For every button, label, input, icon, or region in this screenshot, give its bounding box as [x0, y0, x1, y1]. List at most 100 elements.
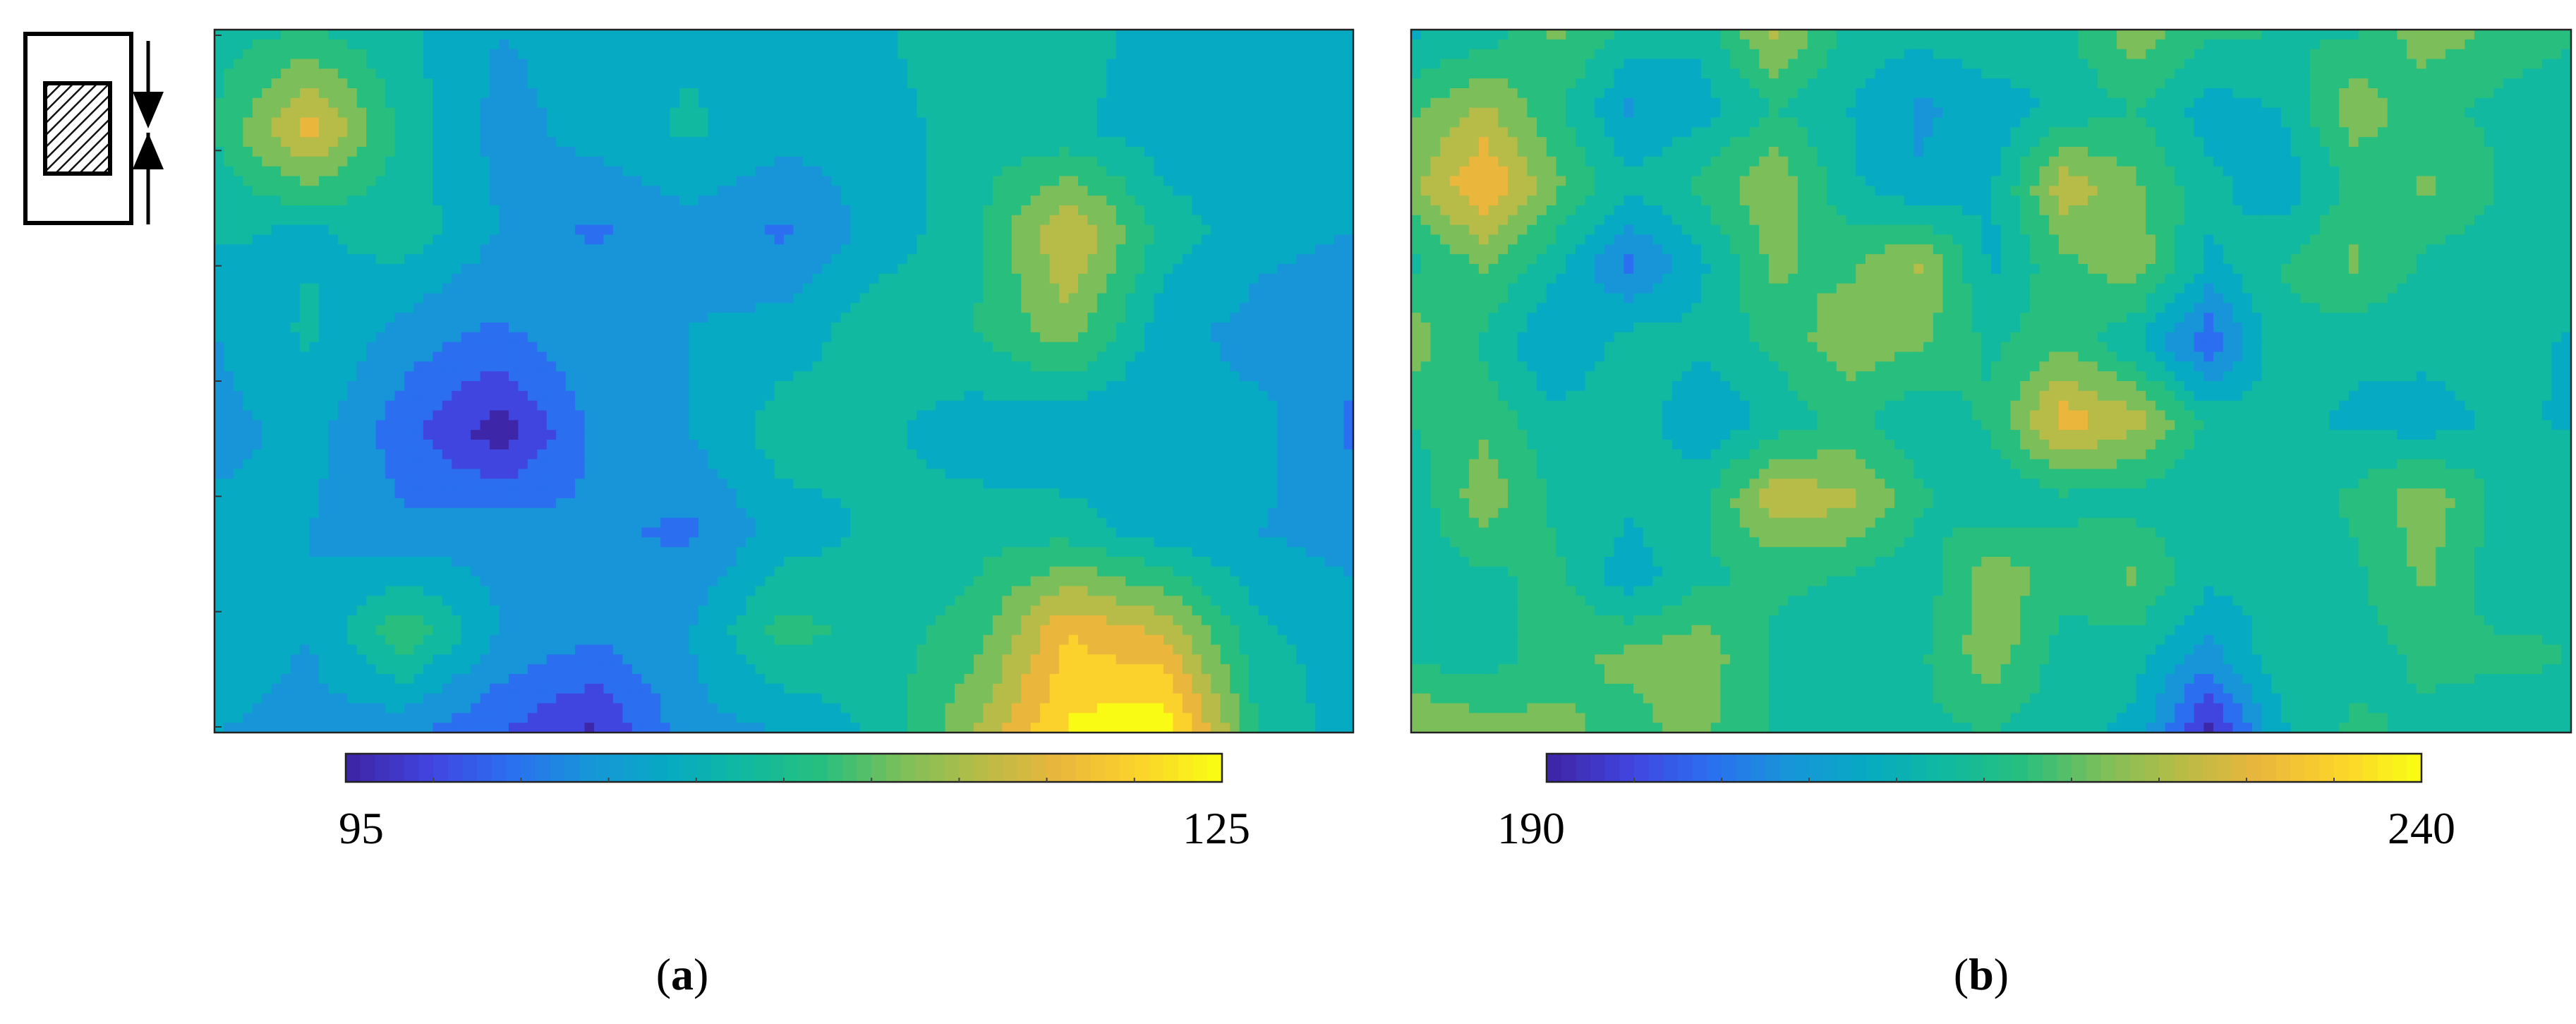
contour-cell [575, 137, 586, 147]
contour-cell [1211, 420, 1221, 430]
contour-cell [1286, 166, 1297, 177]
contour-cell [375, 215, 386, 226]
contour-cell [812, 88, 823, 99]
contour-cell [821, 332, 832, 343]
contour-cell [670, 127, 680, 138]
contour-cell [1125, 224, 1136, 236]
contour-cell [1239, 313, 1250, 323]
contour-cell [955, 107, 965, 119]
contour-cell [926, 313, 936, 323]
contour-cell [1163, 342, 1174, 353]
contour-cell [1135, 313, 1145, 323]
contour-cell [594, 371, 605, 382]
contour-cell [490, 351, 500, 362]
contour-cell [727, 283, 737, 294]
contour-cell [736, 59, 746, 69]
contour-cell [1154, 390, 1164, 402]
contour-cell [802, 244, 813, 255]
contour-cell [765, 117, 775, 128]
contour-cell [888, 264, 898, 275]
contour-cell [584, 283, 595, 294]
contour-cell [271, 234, 282, 245]
contour-cell [888, 186, 898, 196]
contour-cell [433, 166, 443, 177]
contour-cell [708, 303, 718, 313]
contour-cell [1011, 323, 1022, 333]
contour-cell [926, 342, 936, 353]
contour-cell [622, 147, 633, 157]
contour-cell [556, 205, 567, 216]
contour-cell [1201, 234, 1211, 245]
contour-cell [413, 205, 424, 216]
contour-cell [727, 254, 737, 265]
contour-cell [394, 430, 405, 440]
contour-cell [404, 127, 415, 138]
contour-cell [1211, 137, 1221, 147]
contour-cell [660, 234, 671, 245]
contour-cell [243, 371, 253, 382]
contour-cell [1220, 137, 1230, 147]
contour-cell [243, 147, 253, 157]
contour-cell [765, 303, 775, 313]
contour-cell [1087, 39, 1098, 50]
contour-cell [974, 97, 984, 109]
contour-cell [936, 205, 946, 216]
contour-cell [252, 156, 262, 167]
contour-cell [1258, 371, 1269, 382]
contour-cell [1182, 254, 1192, 265]
contour-cell [480, 303, 490, 313]
contour-cell [1049, 127, 1060, 138]
contour-cell [366, 273, 377, 284]
contour-cell [565, 273, 576, 284]
contour-cell [1258, 30, 1269, 40]
contour-cell [527, 117, 538, 128]
contour-cell [603, 59, 614, 69]
contour-cell [347, 156, 358, 167]
contour-cell [281, 215, 291, 226]
contour-cell [840, 97, 851, 109]
contour-cell [736, 147, 746, 157]
contour-cell [1220, 351, 1230, 362]
contour-cell [575, 381, 586, 392]
contour-cell [1173, 361, 1183, 372]
contour-cell [840, 420, 851, 430]
contour-cell [433, 49, 443, 60]
contour-cell [708, 430, 718, 440]
contour-cell [1296, 351, 1307, 362]
contour-cell [831, 410, 842, 421]
contour-cell [518, 147, 528, 157]
contour-cell [499, 420, 509, 430]
contour-cell [471, 147, 481, 157]
contour-cell [556, 195, 567, 206]
contour-cell [736, 323, 746, 333]
contour-cell [1249, 254, 1259, 265]
contour-cell [651, 400, 661, 411]
contour-cell [774, 430, 785, 440]
contour-cell [1077, 30, 1088, 40]
contour-cell [992, 342, 1003, 353]
contour-cell [1144, 166, 1155, 177]
contour-cell [603, 342, 614, 353]
contour-cell [660, 205, 671, 216]
contour-cell [508, 234, 519, 245]
contour-cell [328, 361, 339, 372]
contour-cell [736, 381, 746, 392]
contour-cell [214, 234, 225, 245]
contour-cell [1002, 49, 1012, 60]
contour-cell [356, 323, 367, 333]
contour-cell [1059, 107, 1070, 119]
contour-cell [508, 293, 519, 303]
contour-cell [375, 205, 386, 216]
contour-cell [262, 147, 272, 157]
contour-cell [442, 88, 452, 99]
contour-cell [385, 351, 396, 362]
contour-cell [1230, 127, 1240, 138]
contour-cell [252, 107, 262, 119]
contour-cell [917, 156, 927, 167]
contour-cell [1249, 49, 1259, 60]
contour-cell [1040, 381, 1051, 392]
contour-cell [546, 107, 557, 119]
contour-cell [1239, 410, 1250, 421]
contour-cell [859, 273, 870, 284]
contour-cell [1267, 117, 1278, 128]
